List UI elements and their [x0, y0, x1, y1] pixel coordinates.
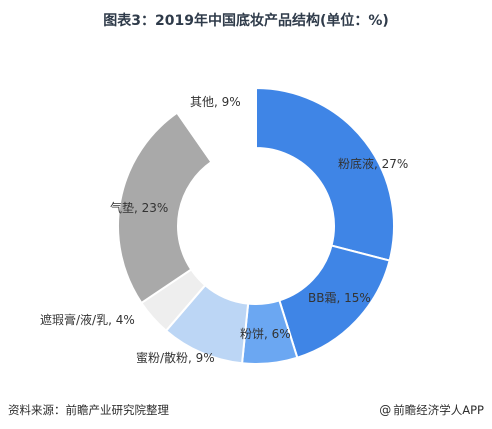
- at-icon: @: [379, 403, 392, 417]
- slice-label-1: 粉底液, 27%: [338, 156, 408, 171]
- slice-label-3: 粉饼, 6%: [240, 327, 291, 341]
- source-note: 资料来源：前瞻产业研究院整理: [8, 403, 169, 417]
- slice-7: [175, 86, 257, 164]
- slice-1: [255, 86, 395, 262]
- slice-label-2: BB霜, 15%: [308, 291, 371, 305]
- slice-label-5: 遮瑕膏/液/乳, 4%: [40, 312, 135, 327]
- slice-label-4: 蜜粉/散粉, 9%: [136, 350, 215, 365]
- slice-6: [117, 111, 213, 305]
- brand-credit: @ 前瞻经济学人APP: [379, 402, 484, 418]
- slice-label-7: 其他, 9%: [190, 95, 241, 109]
- chart-title: 图表3：2019年中国底妆产品结构(单位：%): [103, 13, 389, 29]
- slice-label-6: 气垫, 23%: [110, 200, 168, 215]
- brand-name: 前瞻经济学人APP: [393, 403, 484, 417]
